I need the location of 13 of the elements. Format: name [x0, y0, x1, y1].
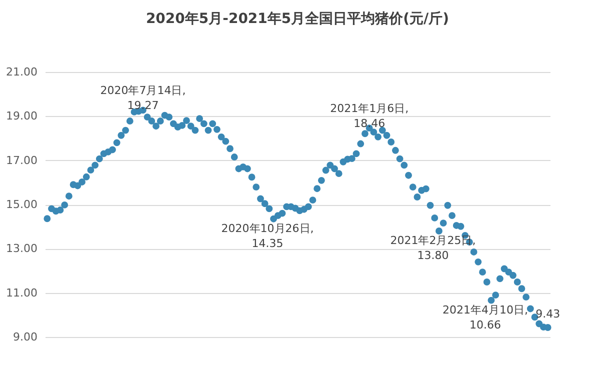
- y-tick-label: 21.00: [6, 66, 38, 78]
- y-tick-label: 17.00: [6, 154, 38, 167]
- y-tick-label: 13.00: [6, 242, 38, 256]
- annotation: 2021年1月6日, 18.46: [330, 102, 409, 130]
- y-tick-label: 9.00: [13, 330, 38, 344]
- annotation: 2020年7月14日, 19.27: [100, 84, 186, 112]
- annotation: 9.43: [536, 308, 560, 321]
- y-tick-label: 11.00: [6, 286, 38, 300]
- annotation: 2020年10月26日, 14.35: [221, 222, 314, 250]
- y-tick-label: 15.00: [6, 198, 38, 211]
- annotation: 2021年4月10日, 10.66: [442, 303, 528, 332]
- chart-title: 2020年5月-2021年5月全国日平均猪价(元/斤): [146, 10, 450, 27]
- y-tick-label: 19.00: [6, 110, 38, 123]
